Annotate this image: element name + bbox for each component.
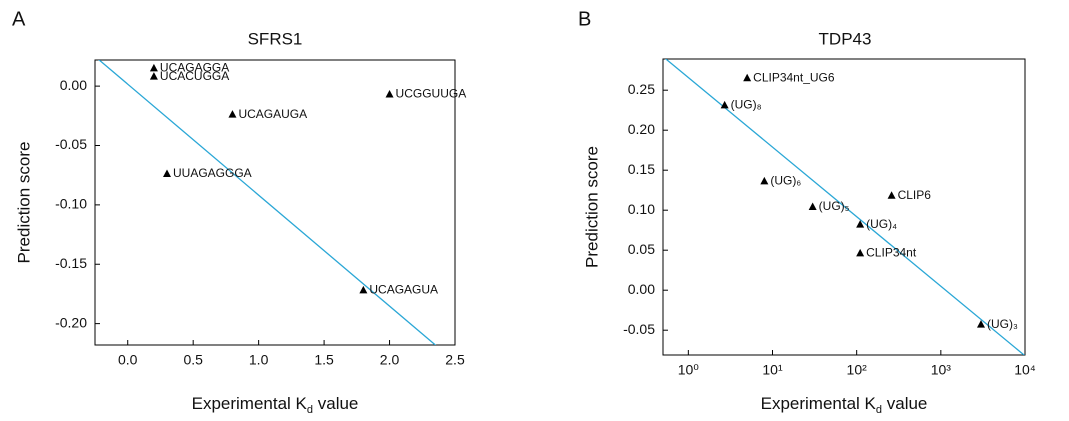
point-marker <box>149 72 158 80</box>
x-axis-label: Experimental Kd value <box>761 394 928 415</box>
point-label: (UG)₄ <box>866 217 897 231</box>
y-tick-label: -0.10 <box>55 196 87 212</box>
point-marker <box>856 220 865 228</box>
point-label: (UG)₃ <box>987 317 1018 331</box>
point-label: UCAGAGUA <box>369 283 438 297</box>
y-axis-label: Prediction score <box>582 146 601 268</box>
x-axis-label: Experimental Kd value <box>192 394 359 415</box>
point-marker <box>228 110 237 118</box>
y-tick-label: 0.15 <box>628 161 655 177</box>
point-label: CLIP6 <box>898 188 932 202</box>
x-axis-label-part: Experimental K <box>192 394 308 413</box>
point-label: UCAGAUGA <box>238 107 307 121</box>
point-label: (UG)₈ <box>731 98 762 112</box>
point-marker <box>163 169 171 177</box>
plot-frame <box>94 59 456 346</box>
y-tick-label: 0.10 <box>628 201 655 217</box>
point-marker <box>743 73 752 82</box>
x-tick-label: 10⁰ <box>678 362 700 378</box>
x-axis-label-part: value <box>313 394 358 413</box>
point-marker <box>856 248 865 257</box>
point-label: UCACUGGA <box>160 69 229 83</box>
fit-line <box>98 60 437 345</box>
point-label: UCGGUUGA <box>396 87 467 101</box>
y-tick-label: 0.00 <box>628 281 655 297</box>
x-tick-label: 0.5 <box>183 352 203 368</box>
x-tick-label: 10¹ <box>762 362 783 378</box>
x-tick-label: 10³ <box>931 362 952 378</box>
x-tick-label: 1.0 <box>249 352 269 368</box>
point-label: UUAGAGGGA <box>173 166 252 180</box>
x-tick-label: 10² <box>847 362 868 378</box>
point-label: UCAGAGGA <box>160 60 229 74</box>
y-tick-label: 0.00 <box>60 77 87 93</box>
chart-title: SFRS1 <box>248 29 303 48</box>
point-marker <box>385 89 394 98</box>
plot-frame <box>662 58 1026 356</box>
point-marker <box>359 285 368 294</box>
x-tick-label: 0.0 <box>118 352 138 368</box>
y-axis-label: Prediction score <box>14 142 33 264</box>
chart-title: TDP43 <box>819 29 872 48</box>
x-tick-label: 2.0 <box>380 352 400 368</box>
point-marker <box>720 100 729 109</box>
point-marker <box>808 202 817 210</box>
panel-letter: B <box>578 8 591 30</box>
point-label: (UG)₅ <box>819 199 850 213</box>
point-marker <box>887 191 896 199</box>
x-axis-label-part: d <box>307 404 313 416</box>
y-tick-label: 0.20 <box>628 121 655 137</box>
point-marker <box>976 320 985 328</box>
x-tick-label: 10⁴ <box>1014 362 1036 378</box>
point-label: (UG)₆ <box>770 174 801 188</box>
y-tick-label: -0.20 <box>55 314 87 330</box>
x-tick-label: 1.5 <box>314 352 334 368</box>
point-label: CLIP34nt_UG6 <box>753 70 835 84</box>
y-tick-label: -0.15 <box>55 255 87 271</box>
y-tick-label: -0.05 <box>55 136 87 152</box>
x-axis-label-part: d <box>876 404 882 416</box>
x-tick-label: 2.5 <box>445 352 465 368</box>
point-marker <box>149 63 158 72</box>
x-axis-label-part: value <box>882 394 927 413</box>
y-tick-label: 0.05 <box>628 241 655 257</box>
y-tick-label: -0.05 <box>623 321 655 337</box>
x-axis-label-part: Experimental K <box>761 394 877 413</box>
point-label: CLIP34nt <box>866 246 917 260</box>
point-marker <box>760 176 769 185</box>
panel-letter: A <box>12 8 26 30</box>
y-tick-label: 0.25 <box>628 81 655 97</box>
